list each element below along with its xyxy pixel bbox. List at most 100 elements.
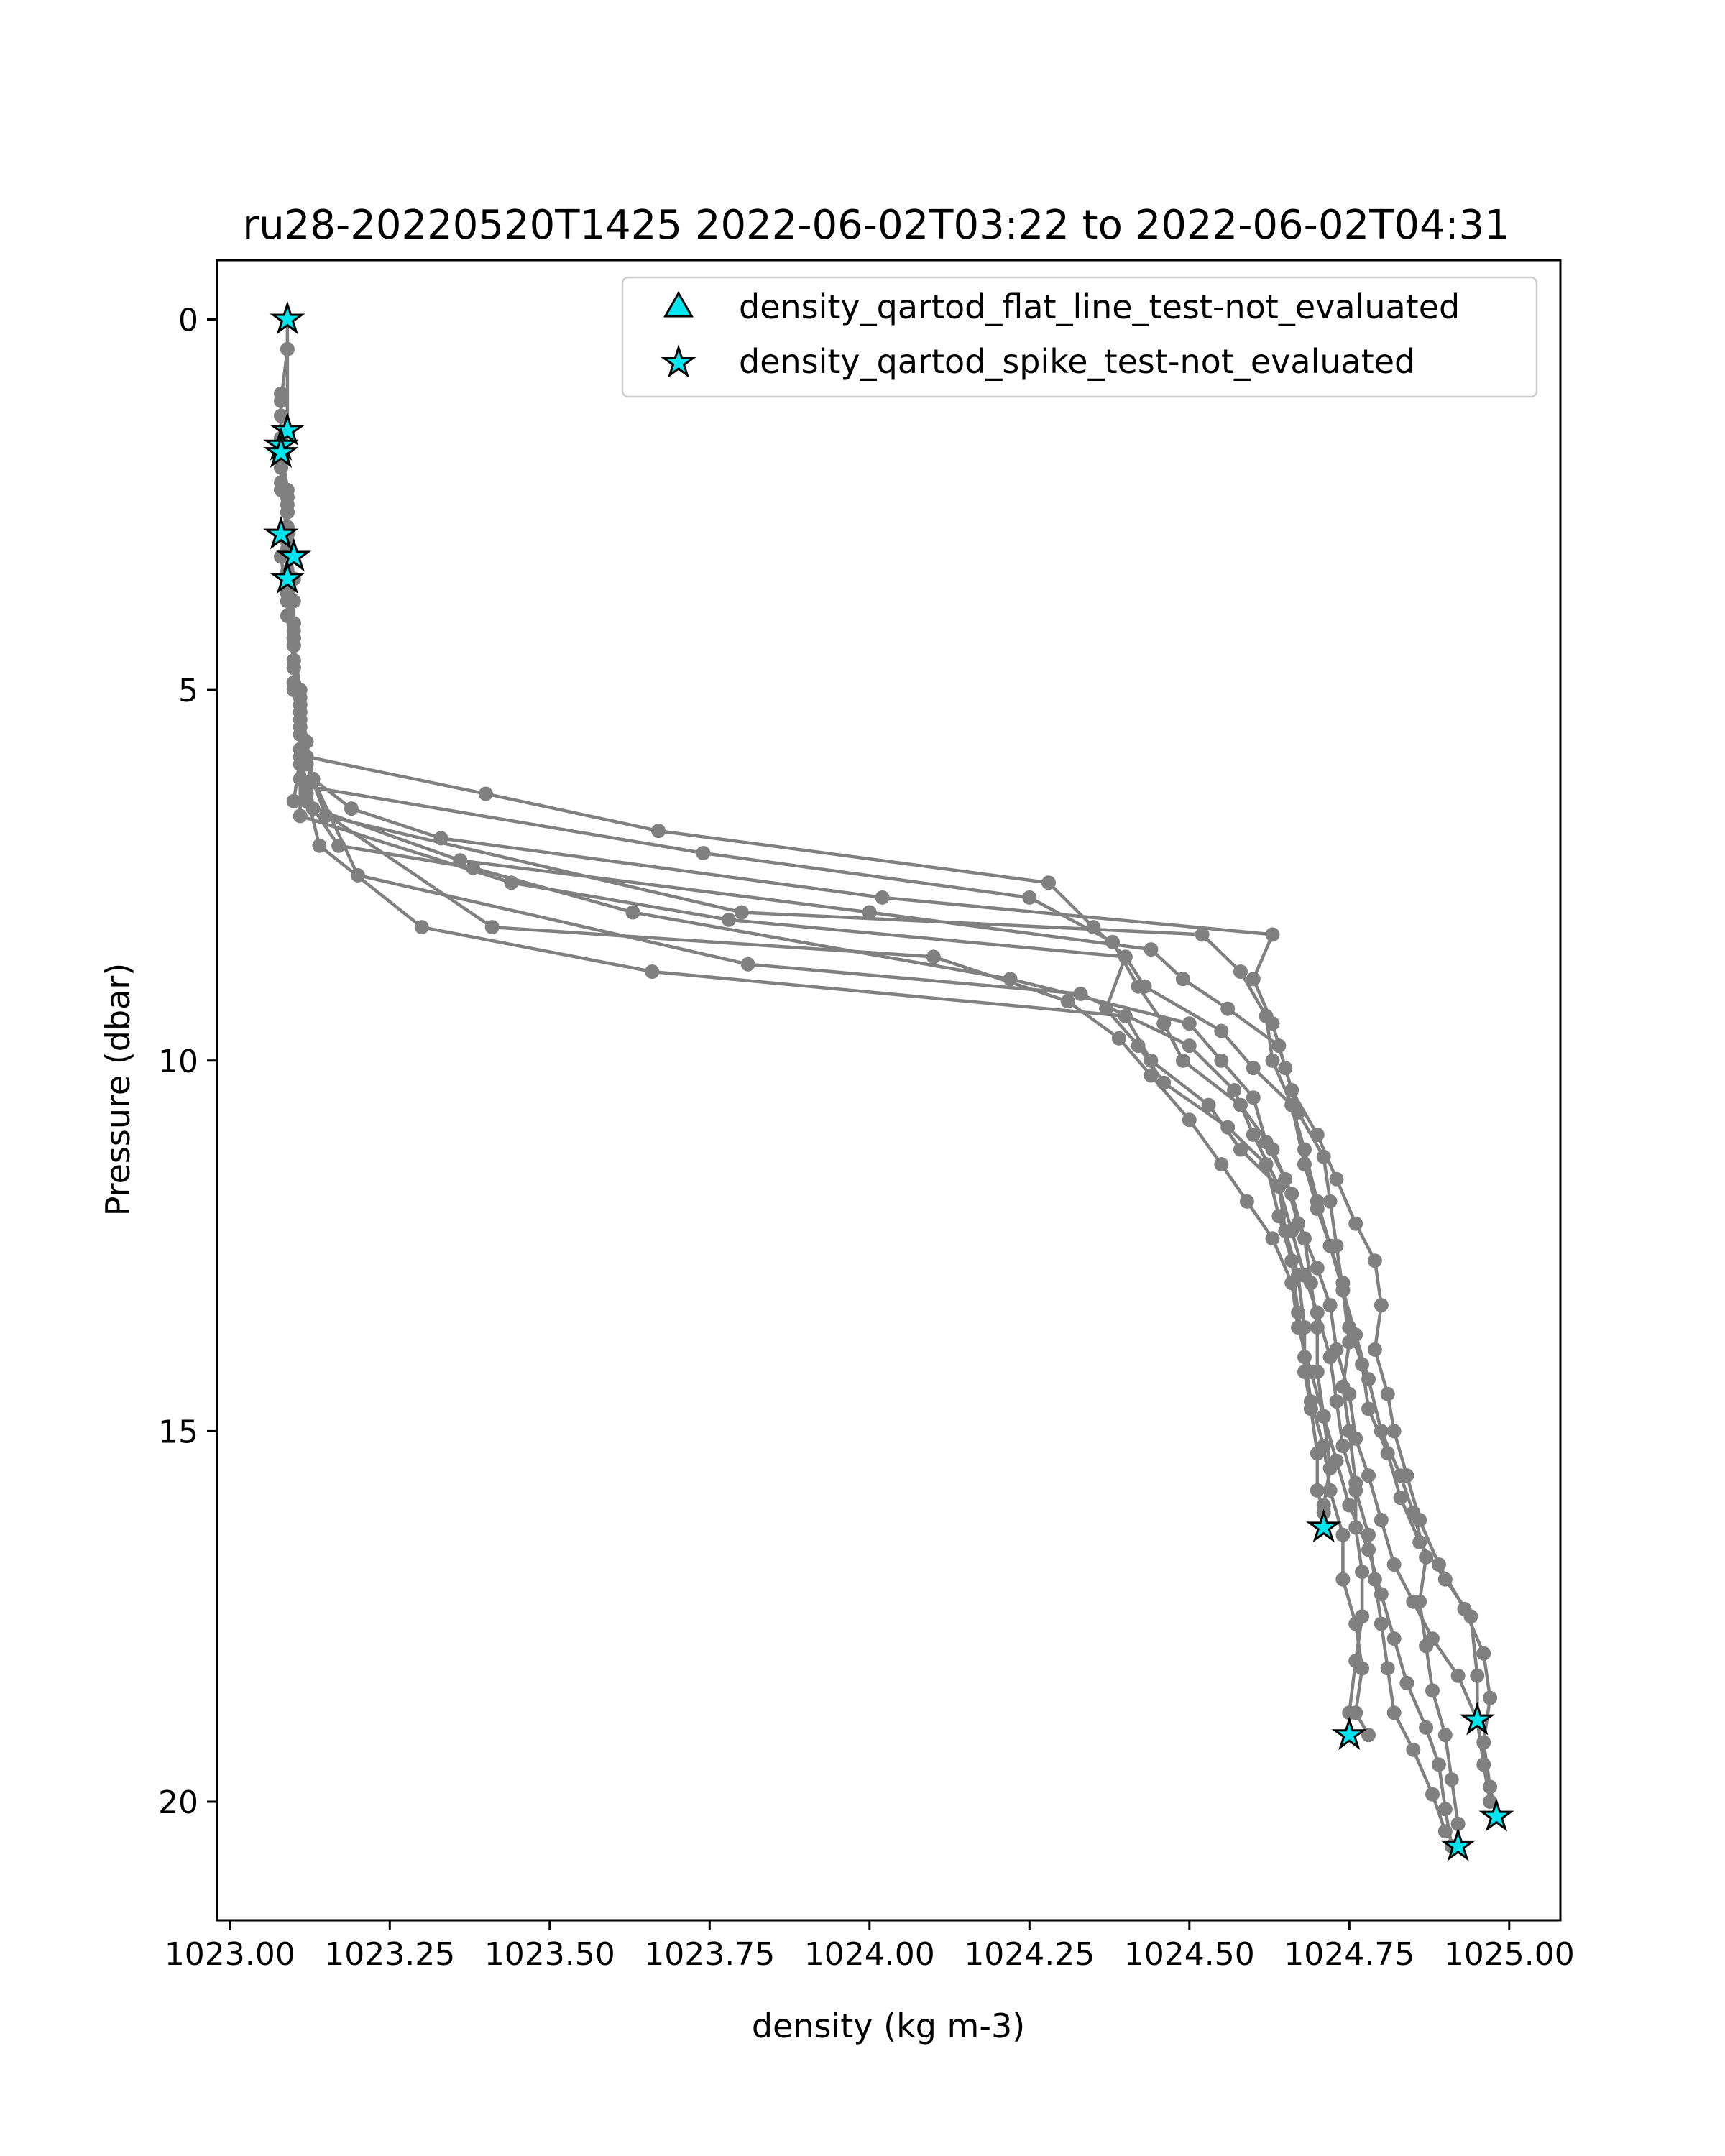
data-point — [305, 801, 321, 816]
data-point — [1310, 1194, 1325, 1209]
data-point — [1246, 1061, 1261, 1076]
axes-frame — [216, 259, 1562, 1922]
data-point — [1348, 1520, 1363, 1535]
data-point — [1201, 1097, 1216, 1112]
data-point — [293, 771, 308, 786]
data-point — [305, 771, 321, 786]
data-point — [1246, 1127, 1261, 1142]
data-point — [1060, 994, 1075, 1009]
data-point — [1246, 1090, 1261, 1105]
data-point — [1348, 1616, 1363, 1631]
data-point — [293, 742, 308, 757]
data-point — [1220, 1001, 1236, 1016]
flag-star-marker — [270, 300, 305, 335]
data-point — [1265, 1053, 1280, 1068]
data-point — [1361, 1527, 1376, 1542]
data-point — [1214, 1053, 1229, 1068]
data-point — [1355, 1565, 1370, 1580]
data-point — [274, 386, 288, 401]
x-axis: 1023.00 1023.25 1023.50 1023.75 1024.00 1024.… — [165, 1920, 1575, 1973]
y-tick-label: 10 — [158, 1044, 198, 1080]
data-point — [1310, 1320, 1325, 1335]
data-point — [1374, 1298, 1389, 1313]
data-point — [1399, 1468, 1414, 1483]
data-point — [1118, 1008, 1133, 1023]
data-point — [1329, 1342, 1344, 1357]
data-point — [1425, 1683, 1440, 1698]
y-tick-label: 0 — [178, 303, 198, 339]
data-point — [1227, 1083, 1242, 1097]
data-point — [722, 912, 736, 927]
data-point — [1322, 1483, 1338, 1498]
data-point — [1438, 1572, 1453, 1587]
data-point — [1335, 1572, 1351, 1587]
data-point — [1118, 949, 1133, 964]
data-point — [1393, 1491, 1408, 1506]
data-point — [1386, 1705, 1402, 1720]
data-point — [1438, 1824, 1453, 1839]
data-point — [1374, 1424, 1389, 1439]
data-point — [1022, 890, 1037, 905]
data-point — [1342, 1386, 1357, 1401]
data-point — [1291, 1320, 1306, 1335]
data-point — [1284, 1276, 1300, 1291]
data-point — [1131, 979, 1146, 994]
data-point — [1265, 1231, 1280, 1246]
data-point — [1144, 1068, 1159, 1083]
data-point — [1310, 1483, 1325, 1498]
data-point — [1483, 1690, 1498, 1705]
x-tick-label: 1023.75 — [644, 1936, 775, 1973]
data-point — [1297, 1157, 1312, 1172]
data-point — [286, 675, 301, 690]
data-point — [1412, 1513, 1427, 1528]
data-point — [1361, 1542, 1376, 1557]
data-point — [1111, 1031, 1126, 1046]
data-point — [274, 408, 288, 423]
data-point — [1374, 1513, 1389, 1528]
data-point — [1406, 1742, 1421, 1757]
data-point — [1310, 1305, 1325, 1320]
data-point — [1322, 1194, 1338, 1209]
data-point — [1444, 1772, 1459, 1787]
y-tick-label: 20 — [158, 1784, 198, 1821]
legend-star-icon — [661, 344, 696, 378]
data-point — [1182, 1112, 1197, 1128]
chart-title: ru28-20220520T1425 2022-06-02T03:22 to 2… — [242, 202, 1509, 249]
legend-triangle-icon — [663, 290, 694, 318]
data-point — [1419, 1720, 1434, 1735]
data-point — [1335, 1527, 1351, 1542]
flag-star-marker — [1459, 1701, 1495, 1736]
data-point — [1182, 1038, 1197, 1054]
data-point — [1291, 1216, 1306, 1231]
data-point — [1476, 1735, 1491, 1750]
data-point — [318, 808, 334, 824]
flag-star-marker — [1440, 1828, 1476, 1861]
data-point — [1297, 1268, 1312, 1283]
x-tick-label: 1024.25 — [964, 1936, 1095, 1973]
flag-star-marker — [270, 560, 305, 594]
data-point — [1284, 1083, 1300, 1097]
data-point — [286, 660, 301, 676]
data-point — [1348, 1705, 1363, 1720]
data-point — [625, 905, 640, 920]
data-point — [1367, 1342, 1382, 1357]
data-point — [433, 831, 448, 846]
data-point — [1041, 875, 1056, 890]
data-point — [1335, 1439, 1351, 1453]
data-point — [1233, 1097, 1248, 1112]
data-point — [1367, 1253, 1382, 1268]
data-point — [1156, 1016, 1172, 1031]
data-point — [1297, 1350, 1312, 1365]
data-point — [1284, 1187, 1300, 1202]
data-point — [1182, 1016, 1197, 1031]
data-point — [1419, 1549, 1434, 1565]
data-point — [1105, 934, 1120, 949]
y-axis: 0 5 10 15 20 — [158, 303, 217, 1821]
data-point — [1374, 1616, 1389, 1631]
flag-star-marker — [1306, 1508, 1342, 1543]
data-point — [1316, 1409, 1331, 1424]
data-point — [1086, 920, 1101, 935]
x-tick-label: 1023.00 — [165, 1936, 295, 1973]
data-point — [1259, 1135, 1274, 1150]
